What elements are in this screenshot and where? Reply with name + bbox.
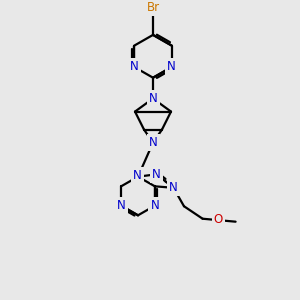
Text: N: N (117, 199, 125, 212)
Text: N: N (133, 169, 142, 182)
Text: N: N (148, 136, 158, 149)
Text: Br: Br (146, 1, 160, 14)
Text: N: N (152, 168, 161, 181)
Text: N: N (167, 61, 176, 74)
Text: N: N (148, 92, 158, 105)
Text: N: N (169, 181, 178, 194)
Text: N: N (130, 61, 139, 74)
Text: O: O (214, 213, 223, 226)
Text: N: N (151, 199, 159, 212)
